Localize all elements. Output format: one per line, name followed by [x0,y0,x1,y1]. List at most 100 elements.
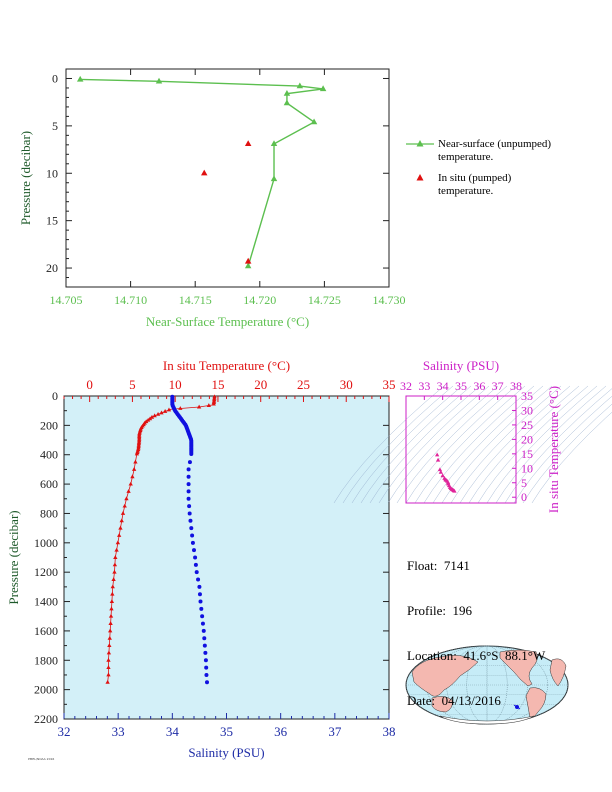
temperature-point [107,643,112,648]
ts-point [452,488,457,493]
temperature-point [110,584,115,589]
density-contour [351,385,463,504]
profile-number: Profile: 196 [407,603,472,618]
ts-x-tick-label: 33 [418,379,430,393]
salinity-point [186,482,191,487]
temperature-point [119,518,124,523]
temperature-point [112,562,118,567]
pressure-tick-label: 2000 [34,683,58,697]
temperature-point [211,401,216,406]
in-situ-point [244,257,252,264]
ts-point [438,469,443,474]
profile-y-axis-label: Pressure (decibar) [6,510,21,604]
pressure-tick-label: 2200 [34,712,58,726]
salinity-point [201,628,206,633]
ts-y-tick-label: 35 [521,389,533,403]
temperature-point [130,474,135,479]
temperature-axis-label: In situ Temperature (°C) [163,358,290,373]
temperature-point [136,445,141,450]
world-map-icon [405,645,569,725]
top-y-tick-label: 10 [46,166,58,180]
salinity-point [202,636,207,641]
temperature-point [115,540,121,545]
density-contour [360,385,472,504]
ts-x-tick-label: 35 [455,379,467,393]
density-contour [486,385,598,504]
legend-label-near-surface: Near-surface (unpumped) temperature. [438,138,552,163]
density-contour [450,385,562,504]
salinity-point [188,518,193,523]
ts-x-tick-label: 38 [510,379,522,393]
density-contour [459,385,571,504]
salinity-point [186,474,191,479]
float-location-marker-stroke [513,704,521,710]
temperature-point [196,404,202,409]
salinity-point [194,570,199,575]
pressure-tick-label: 1400 [34,595,58,609]
temperature-point [106,672,111,677]
salinity-point [192,548,196,553]
map-graticule [466,645,508,725]
temperature-tick-label: 35 [383,377,396,392]
ts-y-tick-label: 20 [521,432,533,446]
temperature-point [122,503,127,508]
salinity-point [186,489,191,494]
ts-y-axis-label: In situ Temperature (°C) [546,386,561,513]
temperature-point [106,657,111,662]
temperature-point [126,489,131,493]
top-x-tick-label: 14.705 [50,293,83,307]
salinity-tick-label: 34 [166,724,180,739]
salinity-point [186,467,191,472]
footer-credit: PMEL/NOAA 2016 [28,757,55,761]
salinity-tick-label: 38 [383,724,396,739]
salinity-point [199,606,204,611]
salinity-point [200,621,205,626]
salinity-point [189,451,194,456]
salinity-point [190,540,195,545]
near-surface-point [296,82,304,89]
salinity-point [193,555,198,560]
salinity-point [196,577,201,582]
near-surface-point [283,99,291,106]
salinity-point [198,599,203,604]
density-contour [531,411,612,504]
ts-point [437,467,443,472]
salinity-point [193,562,198,567]
ts-y-tick-label: 25 [521,418,533,432]
map-land-australia [431,696,453,713]
temperature-point [110,591,115,596]
in-situ-point [244,140,252,147]
date: Date: 04/13/2016 [407,693,501,708]
temperature-point [159,410,164,415]
in-situ-point [201,169,208,176]
salinity-point [186,496,191,501]
near-surface-point [319,85,327,92]
top-y-axis-label: Pressure (decibar) [18,131,33,225]
green-triangle-icon [406,140,434,147]
temperature-point [105,679,110,684]
pressure-tick-label: 200 [40,418,58,432]
temperature-point [149,414,155,419]
density-contour [396,385,508,504]
temperature-point [133,459,138,464]
temperature-tick-label: 0 [86,377,93,392]
top-x-tick-label: 14.710 [114,293,147,307]
temperature-tick-label: 5 [129,377,136,392]
ts-x-tick-label: 34 [437,379,449,393]
pressure-tick-label: 800 [40,506,58,520]
temperature-tick-label: 10 [169,377,182,392]
temperature-point [128,481,133,486]
pressure-tick-label: 0 [52,389,58,403]
map-land-africa [549,658,567,687]
temperature-point [162,409,168,413]
density-contour [432,385,544,504]
map-land-asia [411,655,479,697]
salinity-point [187,504,192,509]
density-contour [468,385,580,504]
map-graticule [405,645,569,725]
density-contour [369,385,481,504]
near-surface-point [155,77,163,84]
temperature-point [178,406,183,410]
map-land-north-america [499,649,538,687]
